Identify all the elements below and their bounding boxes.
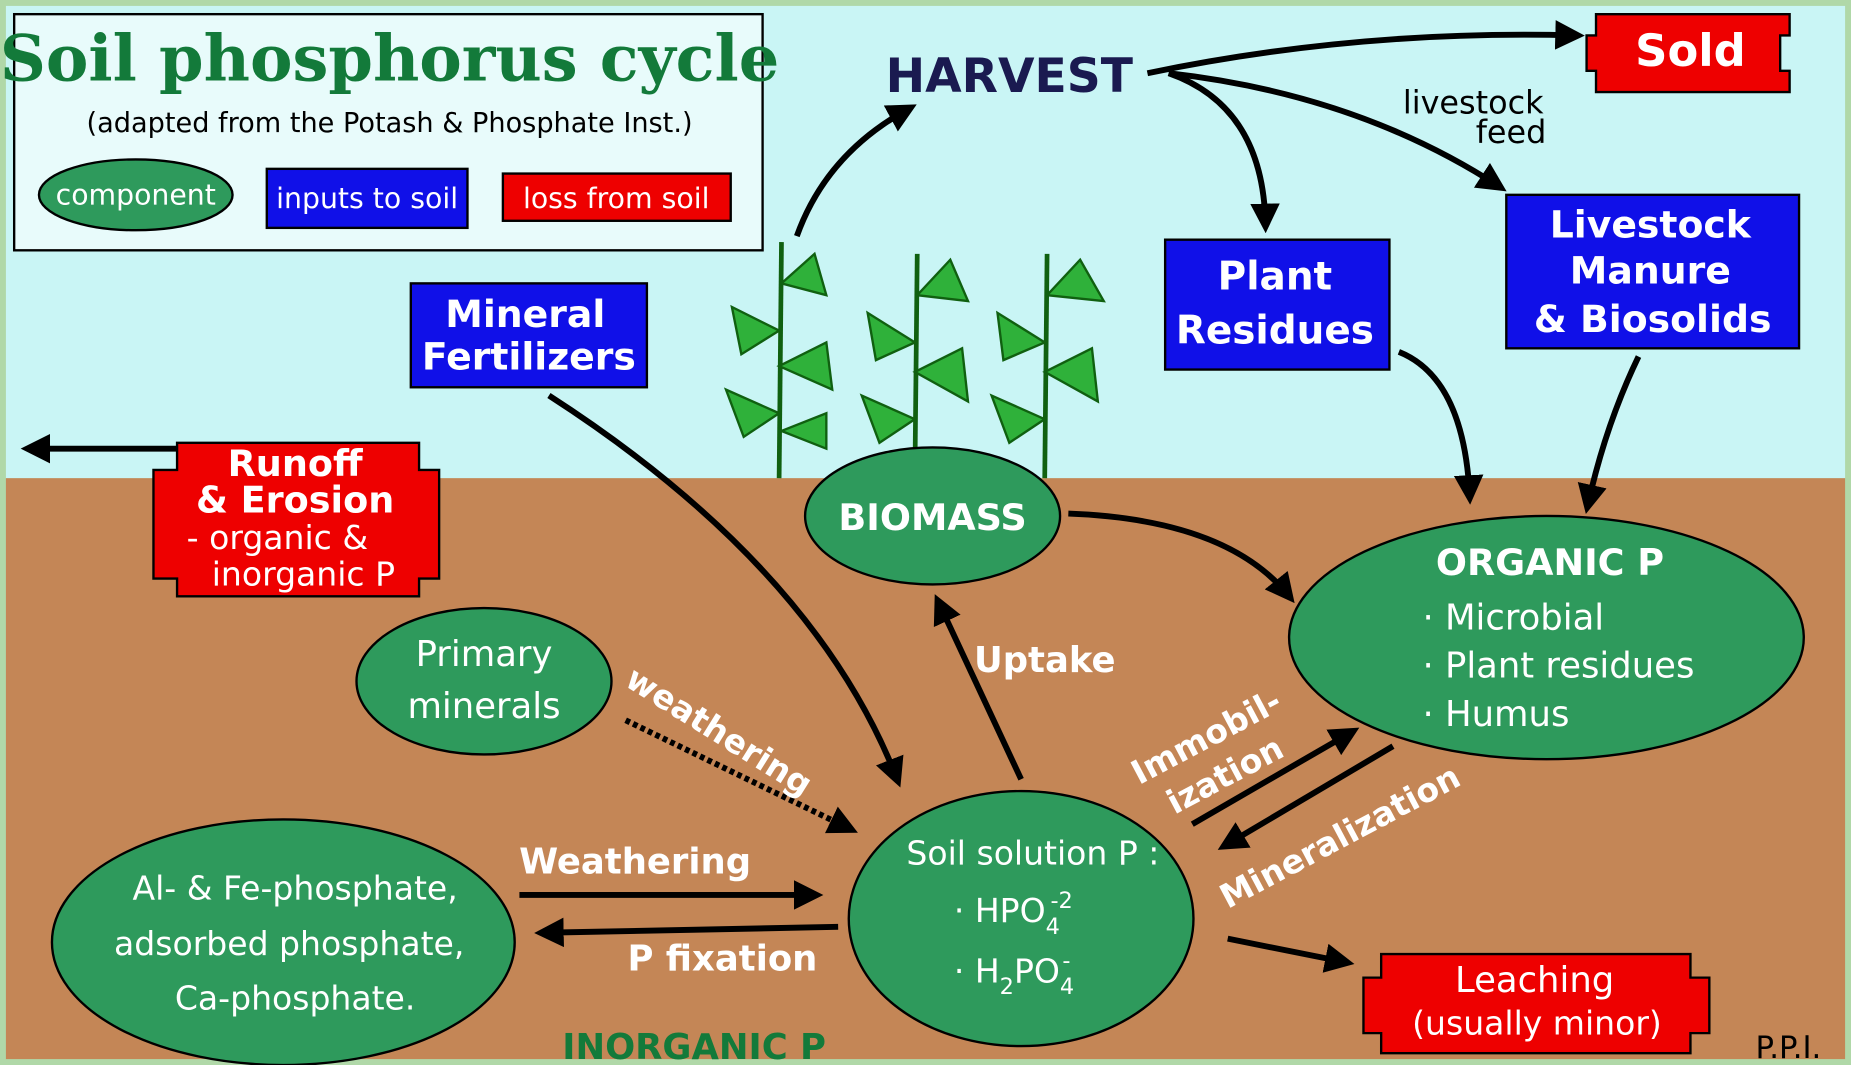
plant-residues: Residues [1176,309,1374,354]
plant-residues-box [1163,238,1391,371]
runoff: & Erosion [196,478,394,521]
primary-minerals: Primary [416,634,553,675]
arrows [20,20,1642,973]
fertilizers: Mineral [445,292,605,336]
primary-minerals: minerals [407,686,560,727]
legend-loss: loss from soil [523,182,709,215]
runoff: Runoff [228,442,363,485]
corn [723,242,1106,479]
inorganic-forms: Ca-phosphate. [175,979,416,1018]
manure: Manure [1570,248,1731,292]
ion: · H2PO4- [954,948,1074,1000]
ion: · HPO4-2 [954,888,1073,940]
legend-inputs: inputs to soil [276,182,458,215]
harvest: HARVEST [886,49,1133,104]
inorganic-p: INORGANIC P [562,1027,826,1065]
fertilizer-box [409,282,649,389]
legend-component: component [56,178,216,211]
inorganic-forms: Al- & Fe-phosphate, [132,869,457,908]
leaching-box [1362,952,1711,1055]
runoff: inorganic P [212,555,395,594]
fertilizers: Fertilizers [422,335,636,379]
credit: P.P.I. [1756,1031,1822,1065]
process-label: Weathering [519,842,751,883]
organic-p: ORGANIC P [1436,541,1664,584]
components [50,446,1805,1065]
organic-p: · Humus [1422,694,1569,735]
sold-box [1585,12,1791,94]
sold: Sold [1635,24,1746,77]
runoff: - organic & [187,518,368,557]
inorganic-forms: adsorbed phosphate, [114,924,464,963]
organic-p: · Plant residues [1422,646,1694,687]
manure: Livestock [1550,202,1752,246]
process-label: Uptake [974,640,1116,681]
biomass: BIOMASS [838,496,1026,539]
title: Soil phosphorus cycle [0,21,779,96]
subtitle: (adapted from the Potash & Phosphate Ins… [87,108,693,139]
process-label: P fixation [628,939,818,980]
manure: & Biosolids [1534,297,1772,341]
organic-p: · Microbial [1422,597,1604,638]
leaching: (usually minor) [1412,1003,1662,1042]
plant-residues: Plant [1218,254,1332,299]
soil-solution: Soil solution P : [906,833,1159,872]
runoff-box [152,441,441,598]
leaching: Leaching [1455,960,1614,1001]
livestock-feed: livestock [1403,83,1544,121]
manure-box [1505,193,1801,350]
title-box: Soil phosphorus cycle (adapted from the … [0,12,779,252]
livestock-feed: feed [1476,113,1547,151]
